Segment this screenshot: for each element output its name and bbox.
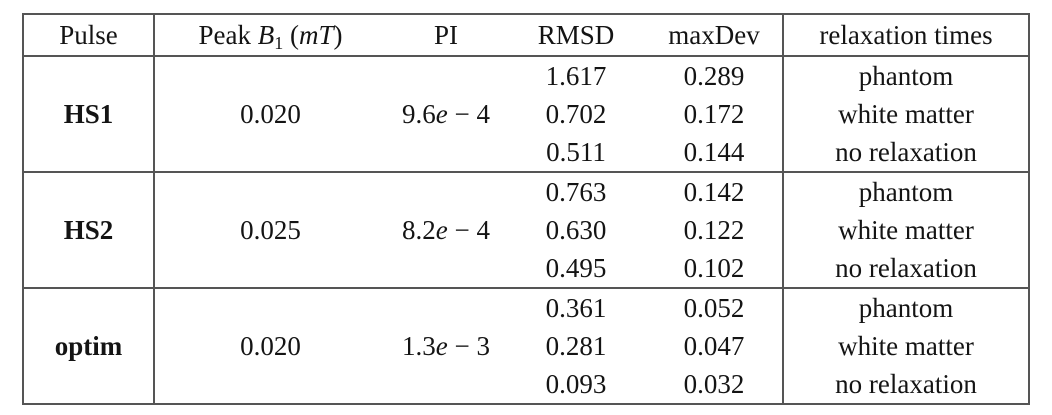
table-row: 0.630 0.122 white matter <box>23 211 1029 249</box>
cell-rmsd: 0.763 <box>545 176 607 207</box>
header-relaxation-times: relaxation times <box>782 14 1029 57</box>
pi-mantissa: 9.6 <box>402 98 436 129</box>
table-row: HS1 0.020 9.6e − 4 1.617 0.289 phantom <box>23 56 1029 173</box>
cell-pi: 1.3e − 3 <box>386 288 506 404</box>
cell-relaxation: no relaxation <box>782 365 1029 404</box>
cell-maxdev: 0.122 <box>683 214 745 245</box>
table-row: optim 0.020 1.3e − 3 0.361 0.052 phantom <box>23 288 1029 404</box>
cell-rmsd: 0.511 <box>506 133 646 173</box>
pi-e-symbol: e <box>435 98 448 129</box>
table-row: 0.702 0.172 white matter <box>23 95 1029 133</box>
cell-rmsd: 0.702 <box>545 98 607 129</box>
header-pulse: Pulse <box>23 14 155 57</box>
header-row: Pulse Peak B1 (mT) PI RMSD maxDev relaxa… <box>23 14 1029 57</box>
cell-maxdev: 0.289 <box>683 60 745 91</box>
pi-exponent: − 4 <box>447 214 490 245</box>
cell-relaxation: no relaxation <box>782 249 1029 289</box>
cell-pulse-hs1: HS1 <box>23 56 155 173</box>
cell-relaxation: white matter <box>782 327 1029 365</box>
table-row: 0.281 0.047 white matter <box>23 327 1029 365</box>
cell-rmsd: 0.495 <box>506 249 646 289</box>
cell-pulse-hs2: HS2 <box>23 172 155 289</box>
cell-maxdev: 0.047 <box>683 330 745 361</box>
cell-pi: 8.2e − 4 <box>386 172 506 289</box>
cell-pulse-optim: optim <box>23 288 155 404</box>
cell-rmsd: 0.093 <box>545 368 607 399</box>
header-rmsd: RMSD <box>506 14 646 57</box>
cell-maxdev: 0.144 <box>646 133 783 173</box>
pi-exponent: − 4 <box>447 98 490 129</box>
header-pi: PI <box>386 14 506 57</box>
pi-exponent: − 3 <box>447 330 490 361</box>
cell-pi: 9.6e − 4 <box>386 56 506 173</box>
cell-peak-b1: 0.020 <box>154 56 386 173</box>
cell-relaxation: phantom <box>782 288 1029 327</box>
cell-relaxation: no relaxation <box>782 133 1029 173</box>
pi-mantissa: 8.2 <box>402 214 436 245</box>
cell-maxdev: 0.102 <box>646 249 783 289</box>
table-row: 0.093 0.032 no relaxation <box>23 365 1029 404</box>
header-peak-open-paren: ( <box>283 19 299 50</box>
header-peak-close-paren: ) <box>333 19 343 50</box>
table-row: 0.511 0.144 no relaxation <box>23 133 1029 173</box>
pi-mantissa: 1.3 <box>402 330 436 361</box>
results-table: Pulse Peak B1 (mT) PI RMSD maxDev relaxa… <box>22 13 1030 405</box>
table-row: HS2 0.025 8.2e − 4 0.763 0.142 phantom <box>23 172 1029 289</box>
cell-maxdev: 0.032 <box>683 368 745 399</box>
cell-maxdev: 0.052 <box>683 292 745 323</box>
cell-maxdev: 0.142 <box>683 176 745 207</box>
pi-e-symbol: e <box>435 330 448 361</box>
pi-e-symbol: e <box>435 214 448 245</box>
cell-peak-b1: 0.020 <box>240 330 301 361</box>
header-peak-subscript: 1 <box>274 32 284 53</box>
cell-rmsd: 1.617 <box>545 60 607 91</box>
header-peak-unit: mT <box>298 19 334 50</box>
header-maxdev: maxDev <box>646 14 783 57</box>
header-peak-variable: B <box>257 19 275 50</box>
cell-peak-b1: 0.025 <box>154 172 386 289</box>
header-peak-prefix: Peak <box>198 19 258 50</box>
cell-rmsd: 0.630 <box>545 214 607 245</box>
cell-relaxation: white matter <box>782 211 1029 249</box>
cell-maxdev: 0.172 <box>683 98 745 129</box>
cell-relaxation: white matter <box>782 95 1029 133</box>
cell-rmsd: 0.361 <box>545 292 607 323</box>
table-row: 0.495 0.102 no relaxation <box>23 249 1029 289</box>
cell-relaxation: phantom <box>782 56 1029 95</box>
cell-rmsd: 0.281 <box>545 330 607 361</box>
header-peak-b1: Peak B1 (mT) <box>154 14 386 57</box>
cell-relaxation: phantom <box>782 172 1029 211</box>
